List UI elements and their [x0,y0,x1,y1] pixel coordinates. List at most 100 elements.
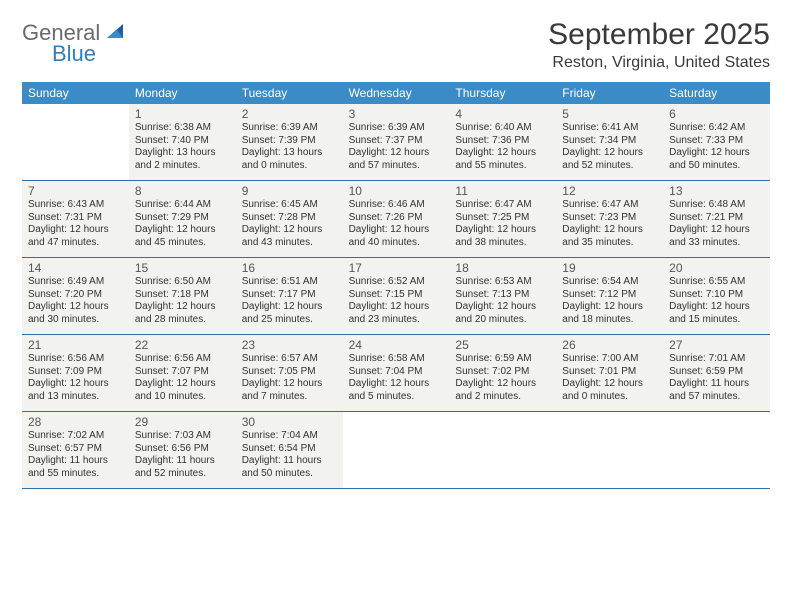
daylight-line: and 2 minutes. [135,160,230,173]
calendar: SundayMondayTuesdayWednesdayThursdayFrid… [22,82,770,489]
sunrise-line: Sunrise: 7:01 AM [669,353,764,366]
day-cell: 12Sunrise: 6:47 AMSunset: 7:23 PMDayligh… [556,181,663,257]
day-number: 5 [562,107,657,121]
daylight-line: Daylight: 12 hours [242,301,337,314]
sunrise-line: Sunrise: 6:55 AM [669,276,764,289]
daylight-line: and 28 minutes. [135,314,230,327]
sunrise-line: Sunrise: 6:41 AM [562,122,657,135]
sunrise-line: Sunrise: 6:56 AM [135,353,230,366]
daylight-line: and 57 minutes. [669,391,764,404]
daylight-line: and 50 minutes. [242,468,337,481]
day-number: 17 [349,261,444,275]
sunset-line: Sunset: 7:07 PM [135,366,230,379]
day-number: 23 [242,338,337,352]
day-number: 29 [135,415,230,429]
day-number: 12 [562,184,657,198]
sunset-line: Sunset: 7:23 PM [562,212,657,225]
dow-cell: Sunday [22,82,129,104]
daylight-line: Daylight: 12 hours [562,378,657,391]
day-cell: 21Sunrise: 6:56 AMSunset: 7:09 PMDayligh… [22,335,129,411]
sunset-line: Sunset: 7:12 PM [562,289,657,302]
sunrise-line: Sunrise: 6:47 AM [562,199,657,212]
daylight-line: and 20 minutes. [455,314,550,327]
title-block: September 2025 Reston, Virginia, United … [548,18,770,72]
sunset-line: Sunset: 7:40 PM [135,135,230,148]
day-number: 10 [349,184,444,198]
logo-sail-icon [107,24,129,40]
daylight-line: and 0 minutes. [562,391,657,404]
sunset-line: Sunset: 7:33 PM [669,135,764,148]
daylight-line: Daylight: 12 hours [28,224,123,237]
daylight-line: and 13 minutes. [28,391,123,404]
day-cell-empty [343,412,450,488]
sunrise-line: Sunrise: 6:59 AM [455,353,550,366]
dow-cell: Thursday [449,82,556,104]
day-cell: 27Sunrise: 7:01 AMSunset: 6:59 PMDayligh… [663,335,770,411]
day-cell: 13Sunrise: 6:48 AMSunset: 7:21 PMDayligh… [663,181,770,257]
daylight-line: Daylight: 11 hours [28,455,123,468]
day-number: 26 [562,338,657,352]
daylight-line: Daylight: 12 hours [562,147,657,160]
sunrise-line: Sunrise: 6:46 AM [349,199,444,212]
daylight-line: and 30 minutes. [28,314,123,327]
daylight-line: Daylight: 12 hours [349,147,444,160]
day-cell-empty [22,104,129,180]
sunrise-line: Sunrise: 6:53 AM [455,276,550,289]
sunrise-line: Sunrise: 6:48 AM [669,199,764,212]
daylight-line: Daylight: 12 hours [135,378,230,391]
daylight-line: and 0 minutes. [242,160,337,173]
day-of-week-header: SundayMondayTuesdayWednesdayThursdayFrid… [22,82,770,104]
day-cell: 17Sunrise: 6:52 AMSunset: 7:15 PMDayligh… [343,258,450,334]
dow-cell: Wednesday [343,82,450,104]
dow-cell: Monday [129,82,236,104]
day-number: 27 [669,338,764,352]
day-number: 25 [455,338,550,352]
daylight-line: and 25 minutes. [242,314,337,327]
daylight-line: and 33 minutes. [669,237,764,250]
daylight-line: Daylight: 12 hours [455,301,550,314]
sunset-line: Sunset: 7:10 PM [669,289,764,302]
daylight-line: and 40 minutes. [349,237,444,250]
sunset-line: Sunset: 6:57 PM [28,443,123,456]
sunset-line: Sunset: 7:31 PM [28,212,123,225]
sunrise-line: Sunrise: 6:39 AM [242,122,337,135]
sunrise-line: Sunrise: 6:38 AM [135,122,230,135]
day-cell: 15Sunrise: 6:50 AMSunset: 7:18 PMDayligh… [129,258,236,334]
daylight-line: and 57 minutes. [349,160,444,173]
daylight-line: Daylight: 12 hours [669,301,764,314]
daylight-line: Daylight: 12 hours [669,147,764,160]
day-cell: 30Sunrise: 7:04 AMSunset: 6:54 PMDayligh… [236,412,343,488]
sunset-line: Sunset: 7:18 PM [135,289,230,302]
day-number: 21 [28,338,123,352]
sunset-line: Sunset: 7:04 PM [349,366,444,379]
day-number: 2 [242,107,337,121]
day-cell: 9Sunrise: 6:45 AMSunset: 7:28 PMDaylight… [236,181,343,257]
week-row: 1Sunrise: 6:38 AMSunset: 7:40 PM Daylight… [22,104,770,181]
day-cell: 25Sunrise: 6:59 AMSunset: 7:02 PMDayligh… [449,335,556,411]
day-cell: 14Sunrise: 6:49 AMSunset: 7:20 PMDayligh… [22,258,129,334]
weeks-container: 1Sunrise: 6:38 AMSunset: 7:40 PM Daylight… [22,104,770,489]
month-title: September 2025 [548,18,770,52]
day-cell: 2Sunrise: 6:39 AMSunset: 7:39 PMDaylight… [236,104,343,180]
day-cell: 6Sunrise: 6:42 AMSunset: 7:33 PMDaylight… [663,104,770,180]
location: Reston, Virginia, United States [548,54,770,72]
logo-text-blue: Blue [52,43,129,65]
day-cell-empty [663,412,770,488]
sunset-line: Sunset: 7:01 PM [562,366,657,379]
sunset-line: Sunset: 7:34 PM [562,135,657,148]
daylight-line: Daylight: 12 hours [135,224,230,237]
day-number: 1 [135,107,230,121]
daylight-line: Daylight: 12 hours [349,378,444,391]
sunset-line: Sunset: 7:17 PM [242,289,337,302]
day-number: 30 [242,415,337,429]
sunset-line: Sunset: 7:29 PM [135,212,230,225]
daylight-line: Daylight: 12 hours [562,224,657,237]
week-row: 21Sunrise: 6:56 AMSunset: 7:09 PMDayligh… [22,335,770,412]
daylight-line: Daylight: 12 hours [242,224,337,237]
day-cell: 16Sunrise: 6:51 AMSunset: 7:17 PMDayligh… [236,258,343,334]
daylight-line: and 52 minutes. [562,160,657,173]
week-row: 7Sunrise: 6:43 AMSunset: 7:31 PMDaylight… [22,181,770,258]
week-row: 14Sunrise: 6:49 AMSunset: 7:20 PMDayligh… [22,258,770,335]
daylight-line: Daylight: 12 hours [135,301,230,314]
day-cell: 28Sunrise: 7:02 AMSunset: 6:57 PMDayligh… [22,412,129,488]
